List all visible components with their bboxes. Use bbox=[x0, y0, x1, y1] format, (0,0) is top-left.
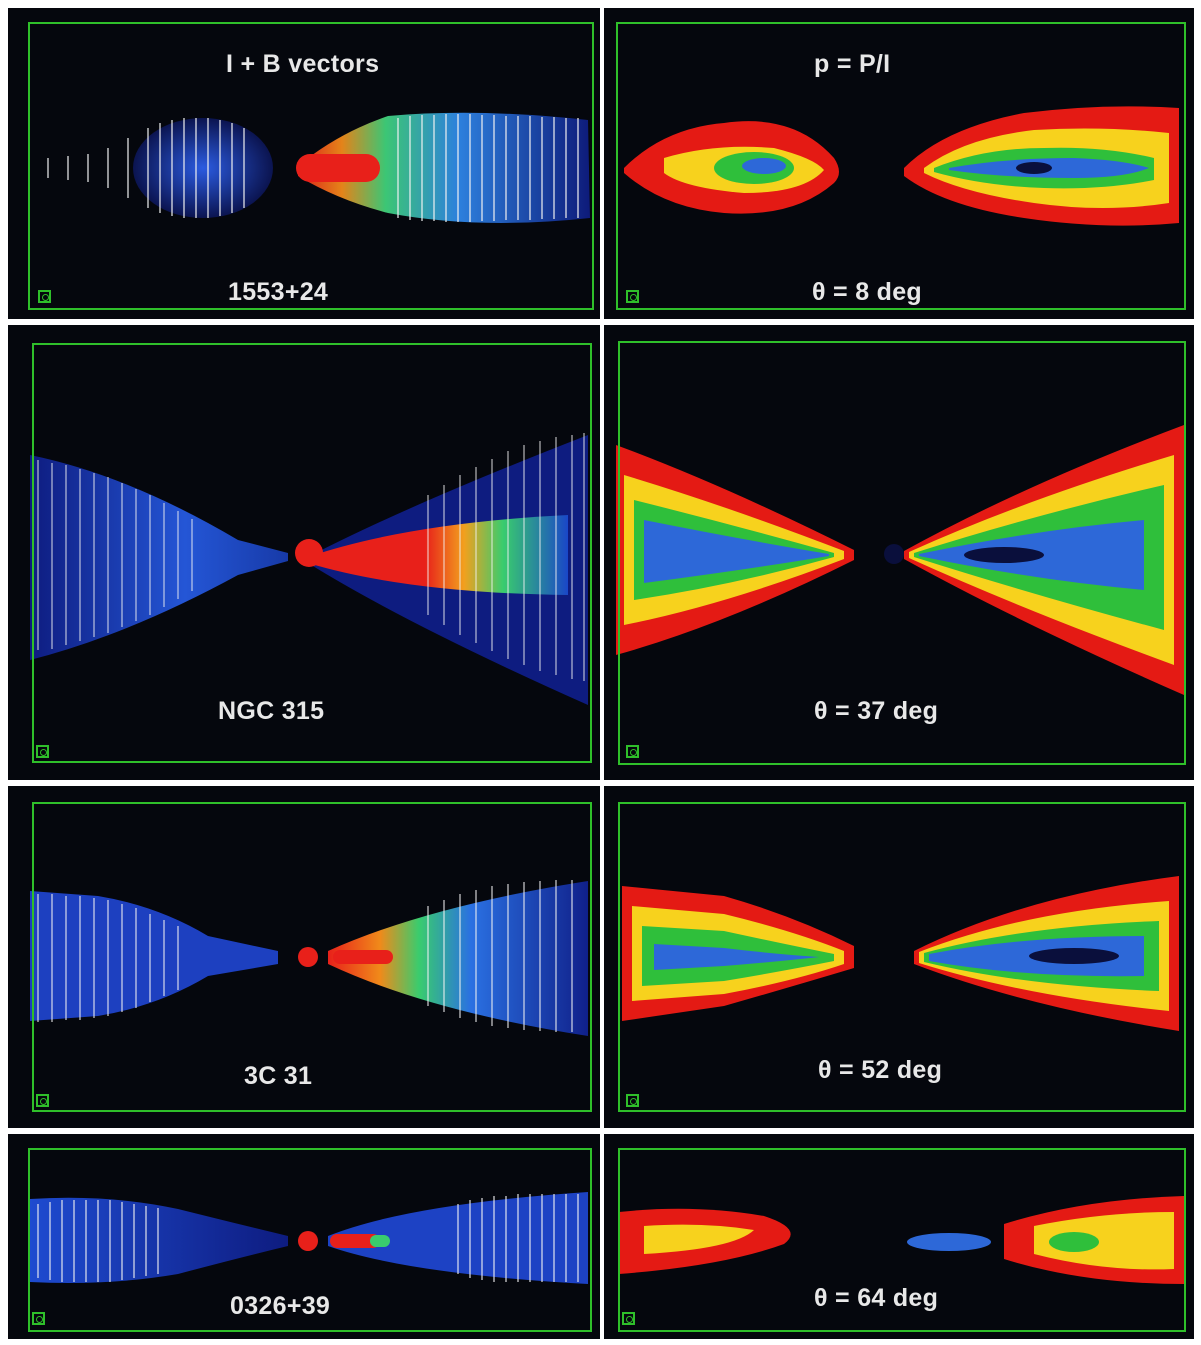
jet-image-0326 bbox=[30, 1192, 588, 1284]
left-column-title: I + B vectors bbox=[226, 50, 380, 78]
frame-row2-right bbox=[618, 341, 1186, 765]
angle-label-row1: θ = 8 deg bbox=[812, 278, 922, 306]
panel-row1-intensity: I + B vectors 1553+24 bbox=[8, 8, 600, 319]
pol-map-ngc315 bbox=[616, 425, 1184, 695]
pol-map-0326 bbox=[619, 1196, 1184, 1284]
source-label-row4: 0326+39 bbox=[230, 1292, 331, 1320]
panel-row3-polarization: θ = 52 deg bbox=[604, 786, 1194, 1128]
frame-row3-left bbox=[32, 802, 592, 1112]
beam-icon bbox=[36, 1094, 49, 1107]
frame-row4-left bbox=[28, 1148, 592, 1332]
frame-row2-left bbox=[32, 343, 592, 763]
source-label-row1: 1553+24 bbox=[228, 278, 329, 306]
source-label-row2: NGC 315 bbox=[218, 697, 325, 725]
angle-label-row2: θ = 37 deg bbox=[814, 697, 939, 725]
beam-icon bbox=[626, 290, 639, 303]
frame-row3-right bbox=[618, 802, 1186, 1112]
angle-label-row3: θ = 52 deg bbox=[818, 1056, 943, 1084]
beam-icon bbox=[626, 745, 639, 758]
frame-row1-right bbox=[616, 22, 1186, 310]
jet-image-ngc315 bbox=[30, 433, 588, 705]
beam-icon bbox=[626, 1094, 639, 1107]
beam-icon bbox=[36, 745, 49, 758]
frame-row1-left bbox=[28, 22, 594, 310]
beam-icon bbox=[32, 1312, 45, 1325]
panel-row1-polarization: p = P/I θ = 8 deg bbox=[604, 8, 1194, 319]
pol-map-1553 bbox=[624, 106, 1179, 226]
beam-icon bbox=[622, 1312, 635, 1325]
angle-label-row4: θ = 64 deg bbox=[814, 1284, 939, 1312]
jet-image-1553 bbox=[47, 112, 590, 223]
panel-row2-intensity: NGC 315 bbox=[8, 325, 600, 780]
right-column-title: p = P/I bbox=[814, 50, 891, 78]
jet-image-3c31 bbox=[30, 880, 588, 1036]
beam-icon bbox=[38, 290, 51, 303]
panel-row2-polarization: θ = 37 deg bbox=[604, 325, 1194, 780]
frame-row4-right bbox=[618, 1148, 1186, 1332]
pol-map-3c31 bbox=[622, 876, 1179, 1031]
panel-row4-intensity: 0326+39 bbox=[8, 1134, 600, 1339]
source-label-row3: 3C 31 bbox=[244, 1062, 313, 1090]
panel-row4-polarization: θ = 64 deg bbox=[604, 1134, 1194, 1339]
panel-row3-intensity: 3C 31 bbox=[8, 786, 600, 1128]
